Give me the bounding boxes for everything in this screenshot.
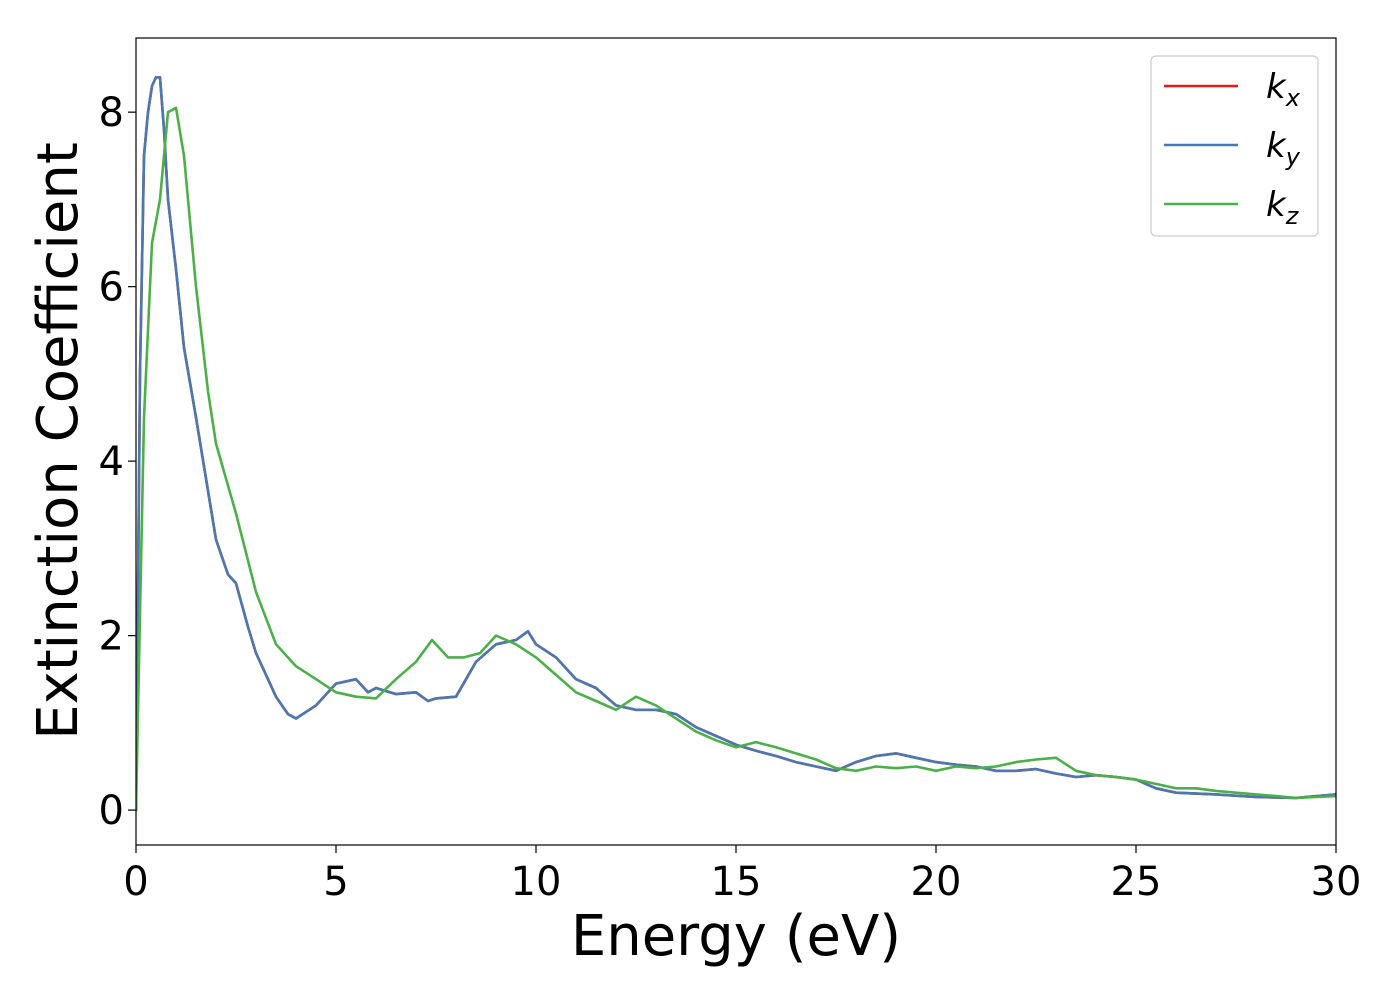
y-tick-label: 0 xyxy=(99,788,124,834)
y-axis-title: Extinction Coefficient xyxy=(26,142,91,740)
x-tick-label: 15 xyxy=(711,859,762,905)
x-tick-label: 20 xyxy=(911,859,962,905)
x-tick-label: 0 xyxy=(123,859,148,905)
y-axis: 0 2 4 6 8 xyxy=(99,90,136,834)
legend-label-kx: kx xyxy=(1266,67,1301,112)
series-line-kz xyxy=(136,106,1336,812)
y-tick-label: 2 xyxy=(99,614,124,660)
x-tick-label: 5 xyxy=(323,859,348,905)
x-tick-label: 30 xyxy=(1311,859,1362,905)
x-axis: 0 5 10 15 20 25 30 xyxy=(123,845,1361,905)
plot-area xyxy=(136,76,1336,812)
x-tick-label: 25 xyxy=(1111,859,1162,905)
y-tick-label: 8 xyxy=(99,90,124,136)
y-tick-label: 4 xyxy=(99,439,124,485)
y-tick-label: 6 xyxy=(99,265,124,311)
legend-label-ky: ky xyxy=(1266,126,1301,171)
series-line-ky xyxy=(136,76,1336,812)
x-tick-label: 10 xyxy=(511,859,562,905)
x-axis-title: Energy (eV) xyxy=(571,904,901,969)
